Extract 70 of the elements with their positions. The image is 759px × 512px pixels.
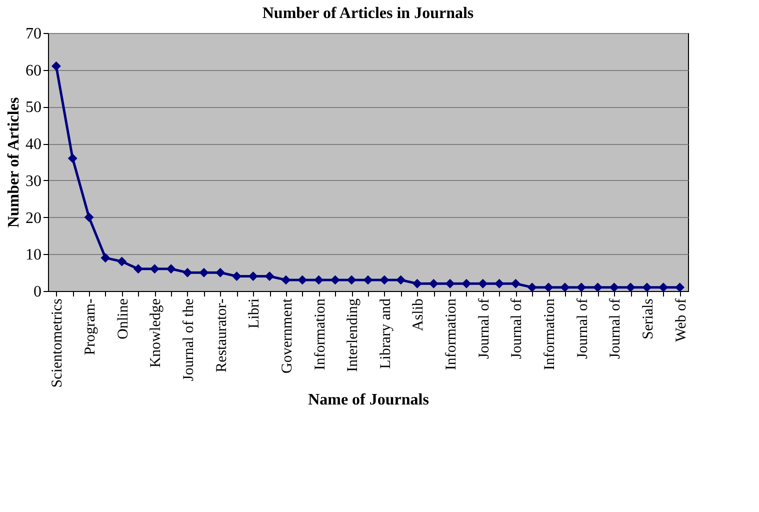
point xyxy=(51,61,61,71)
point xyxy=(658,282,668,292)
point xyxy=(462,278,472,288)
point xyxy=(298,275,308,285)
point xyxy=(544,282,554,292)
point xyxy=(363,275,373,285)
point xyxy=(380,275,390,285)
point xyxy=(150,264,160,274)
x-tick-label: Program- xyxy=(82,298,99,356)
x-tick-label: Interlending xyxy=(345,298,362,372)
point xyxy=(314,275,324,285)
x-tick-label: Journal of xyxy=(574,298,591,359)
x-tick-label: Government xyxy=(279,298,296,374)
y-tick-label: 0 xyxy=(34,284,42,300)
point xyxy=(576,282,586,292)
point xyxy=(609,282,619,292)
point xyxy=(134,264,143,274)
point xyxy=(626,282,636,292)
point xyxy=(166,264,176,274)
point xyxy=(100,253,110,263)
point xyxy=(182,268,192,278)
point xyxy=(199,268,209,278)
x-tick-label: Aslib xyxy=(410,298,427,332)
x-tick-label: Libri xyxy=(246,298,263,328)
x-tick-label: Scientometrics xyxy=(50,298,66,388)
x-tick-label: Online xyxy=(115,298,132,340)
point xyxy=(428,278,438,288)
x-tick-label: Journal of xyxy=(476,298,492,359)
point xyxy=(412,278,422,288)
point xyxy=(264,272,274,281)
point xyxy=(560,282,570,292)
point xyxy=(248,272,258,281)
x-tick-label: Journal of xyxy=(608,298,624,359)
x-tick-label: Information xyxy=(444,298,460,370)
point xyxy=(510,278,520,288)
y-tick-label: 60 xyxy=(26,62,42,80)
chart-title: Number of Articles in Journals xyxy=(262,5,474,22)
y-tick-label: 30 xyxy=(26,172,42,190)
x-tick-label: Restaurator- xyxy=(214,298,230,372)
x-tick-label: Journal of xyxy=(509,298,526,359)
point xyxy=(346,275,356,285)
x-tick-label: Journal of the xyxy=(180,298,197,381)
x-axis-title: Name of Journals xyxy=(308,392,429,409)
y-tick-label: 20 xyxy=(26,210,42,227)
y-tick-label: 50 xyxy=(26,99,42,116)
y-tick-label: 10 xyxy=(26,246,42,264)
point xyxy=(593,282,602,292)
point xyxy=(68,154,78,164)
x-tick-label: Web of xyxy=(673,298,690,342)
x-tick-label: Knowledge xyxy=(148,298,164,368)
point xyxy=(445,278,455,288)
x-tick-label: Serials xyxy=(640,298,656,340)
point xyxy=(216,268,226,278)
point xyxy=(527,282,537,292)
point xyxy=(642,282,652,292)
x-tick-label: Library and xyxy=(378,298,394,369)
point xyxy=(494,278,504,288)
x-tick-label: Information xyxy=(312,298,328,370)
y-tick-label: 40 xyxy=(26,136,42,154)
point xyxy=(232,272,242,281)
x-tick-label: Information xyxy=(542,298,558,370)
point xyxy=(281,275,291,285)
y-tick-label: 70 xyxy=(26,26,42,42)
point xyxy=(330,275,340,285)
point xyxy=(675,282,685,292)
point xyxy=(84,212,94,222)
y-axis-title: Number of Articles xyxy=(6,97,22,228)
point xyxy=(478,278,488,288)
point xyxy=(396,275,406,285)
point xyxy=(117,256,127,266)
